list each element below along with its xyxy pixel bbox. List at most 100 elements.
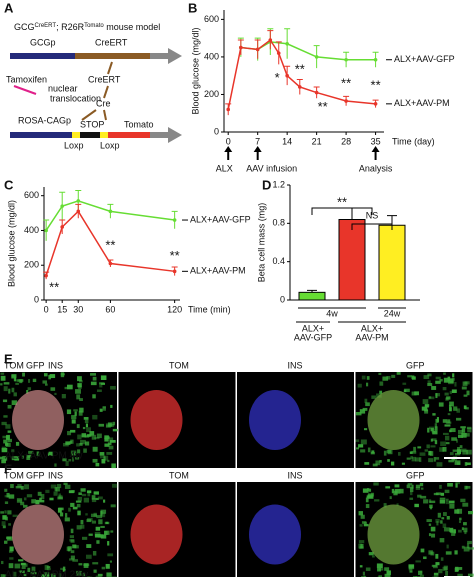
tissue-texture — [363, 575, 367, 577]
data-point — [76, 199, 81, 203]
tissue-texture — [364, 462, 370, 465]
data-point — [285, 73, 289, 78]
tissue-texture — [54, 463, 57, 467]
tissue-texture — [53, 491, 58, 496]
tissue-texture — [62, 566, 66, 572]
tissue-texture — [360, 439, 367, 445]
tissue-texture — [50, 387, 56, 391]
data-point — [297, 85, 302, 89]
tissue-texture — [409, 570, 413, 573]
panel-label: A — [4, 0, 14, 15]
tissue-texture — [466, 390, 470, 396]
tissue-texture — [94, 437, 100, 440]
tissue-texture — [92, 446, 98, 452]
tissue-texture — [365, 567, 371, 571]
tissue-texture — [440, 441, 447, 447]
tissue-texture — [357, 383, 362, 388]
tissue-texture — [105, 563, 110, 569]
y-tick-label: 200 — [204, 89, 219, 99]
tissue-texture — [31, 499, 37, 504]
tissue-texture — [429, 500, 436, 504]
tissue-texture — [414, 503, 419, 508]
diagram-title: GCGCreERT; R26RTomato mouse model — [14, 22, 160, 32]
tissue-texture — [404, 388, 410, 393]
y-tick-label: 400 — [24, 225, 39, 235]
tissue-texture — [76, 525, 82, 530]
tissue-texture — [379, 381, 384, 386]
tissue-texture — [77, 496, 83, 501]
tissue-texture — [84, 435, 89, 438]
tissue-texture — [90, 381, 97, 386]
tissue-texture — [458, 429, 463, 434]
reporter-label: Tomato — [124, 119, 154, 129]
x-tick-label: 7 — [255, 136, 260, 146]
tissue-texture — [378, 575, 383, 577]
tissue-texture — [39, 499, 45, 503]
tissue-texture — [64, 517, 70, 522]
tissue-texture — [368, 488, 372, 492]
tissue-texture — [96, 433, 102, 439]
tissue-texture — [455, 482, 460, 485]
tissue-texture — [80, 488, 86, 492]
data-point — [239, 45, 243, 50]
tissue-texture — [65, 460, 69, 466]
panel-label: B — [188, 0, 197, 15]
tissue-texture — [71, 452, 77, 456]
tissue-texture — [108, 437, 114, 442]
tissue-texture — [359, 524, 363, 527]
tissue-texture — [14, 563, 21, 569]
caption: ALX+AAV-PM 24w — [5, 570, 89, 577]
y-tick-label: 0 — [214, 126, 219, 136]
tissue-texture — [445, 435, 450, 441]
tissue-texture — [407, 375, 412, 378]
tissue-texture — [463, 528, 468, 533]
data-point — [276, 51, 281, 55]
tissue-texture — [65, 513, 68, 518]
tissue-texture — [411, 450, 417, 454]
tissue-texture — [39, 497, 42, 502]
tissue-texture — [63, 482, 68, 486]
tissue-texture — [445, 498, 449, 502]
tissue-texture — [45, 489, 50, 494]
tissue-texture — [463, 546, 470, 552]
group-label: 4w — [326, 308, 338, 318]
tissue-texture — [71, 456, 75, 462]
tissue-texture — [437, 512, 441, 518]
tissue-texture — [450, 428, 456, 433]
tissue-texture — [100, 509, 107, 514]
tissue-texture — [419, 482, 424, 487]
data-point — [108, 261, 113, 266]
channel-label: INS — [48, 470, 63, 480]
arrow-head — [168, 127, 182, 143]
tissue-texture — [110, 386, 116, 390]
tissue-texture — [44, 572, 50, 576]
tissue-texture — [28, 378, 31, 383]
tissue-texture — [448, 459, 455, 463]
tissue-texture — [439, 538, 445, 543]
tissue-texture — [107, 459, 110, 463]
tissue-texture — [60, 512, 64, 517]
tissue-texture — [401, 462, 405, 465]
data-point — [44, 273, 48, 278]
tissue-texture — [462, 449, 468, 455]
tissue-texture — [442, 432, 449, 435]
tissue-texture — [442, 419, 448, 423]
tissue-texture — [428, 550, 433, 555]
tissue-texture — [445, 571, 448, 576]
tissue-texture — [61, 394, 66, 399]
tissue-texture — [104, 530, 108, 535]
tissue-texture — [423, 556, 427, 560]
tissue-texture — [402, 382, 407, 385]
tissue-texture — [15, 485, 22, 489]
tissue-texture — [70, 502, 75, 507]
tissue-texture — [358, 444, 364, 448]
tissue-texture — [98, 519, 103, 525]
tissue-texture — [456, 417, 462, 421]
tissue-texture — [66, 409, 72, 415]
tissue-texture — [70, 528, 74, 534]
tissue-texture — [81, 433, 87, 438]
tissue-texture — [467, 540, 472, 545]
tissue-texture — [76, 503, 81, 508]
tissue-texture — [84, 441, 90, 446]
